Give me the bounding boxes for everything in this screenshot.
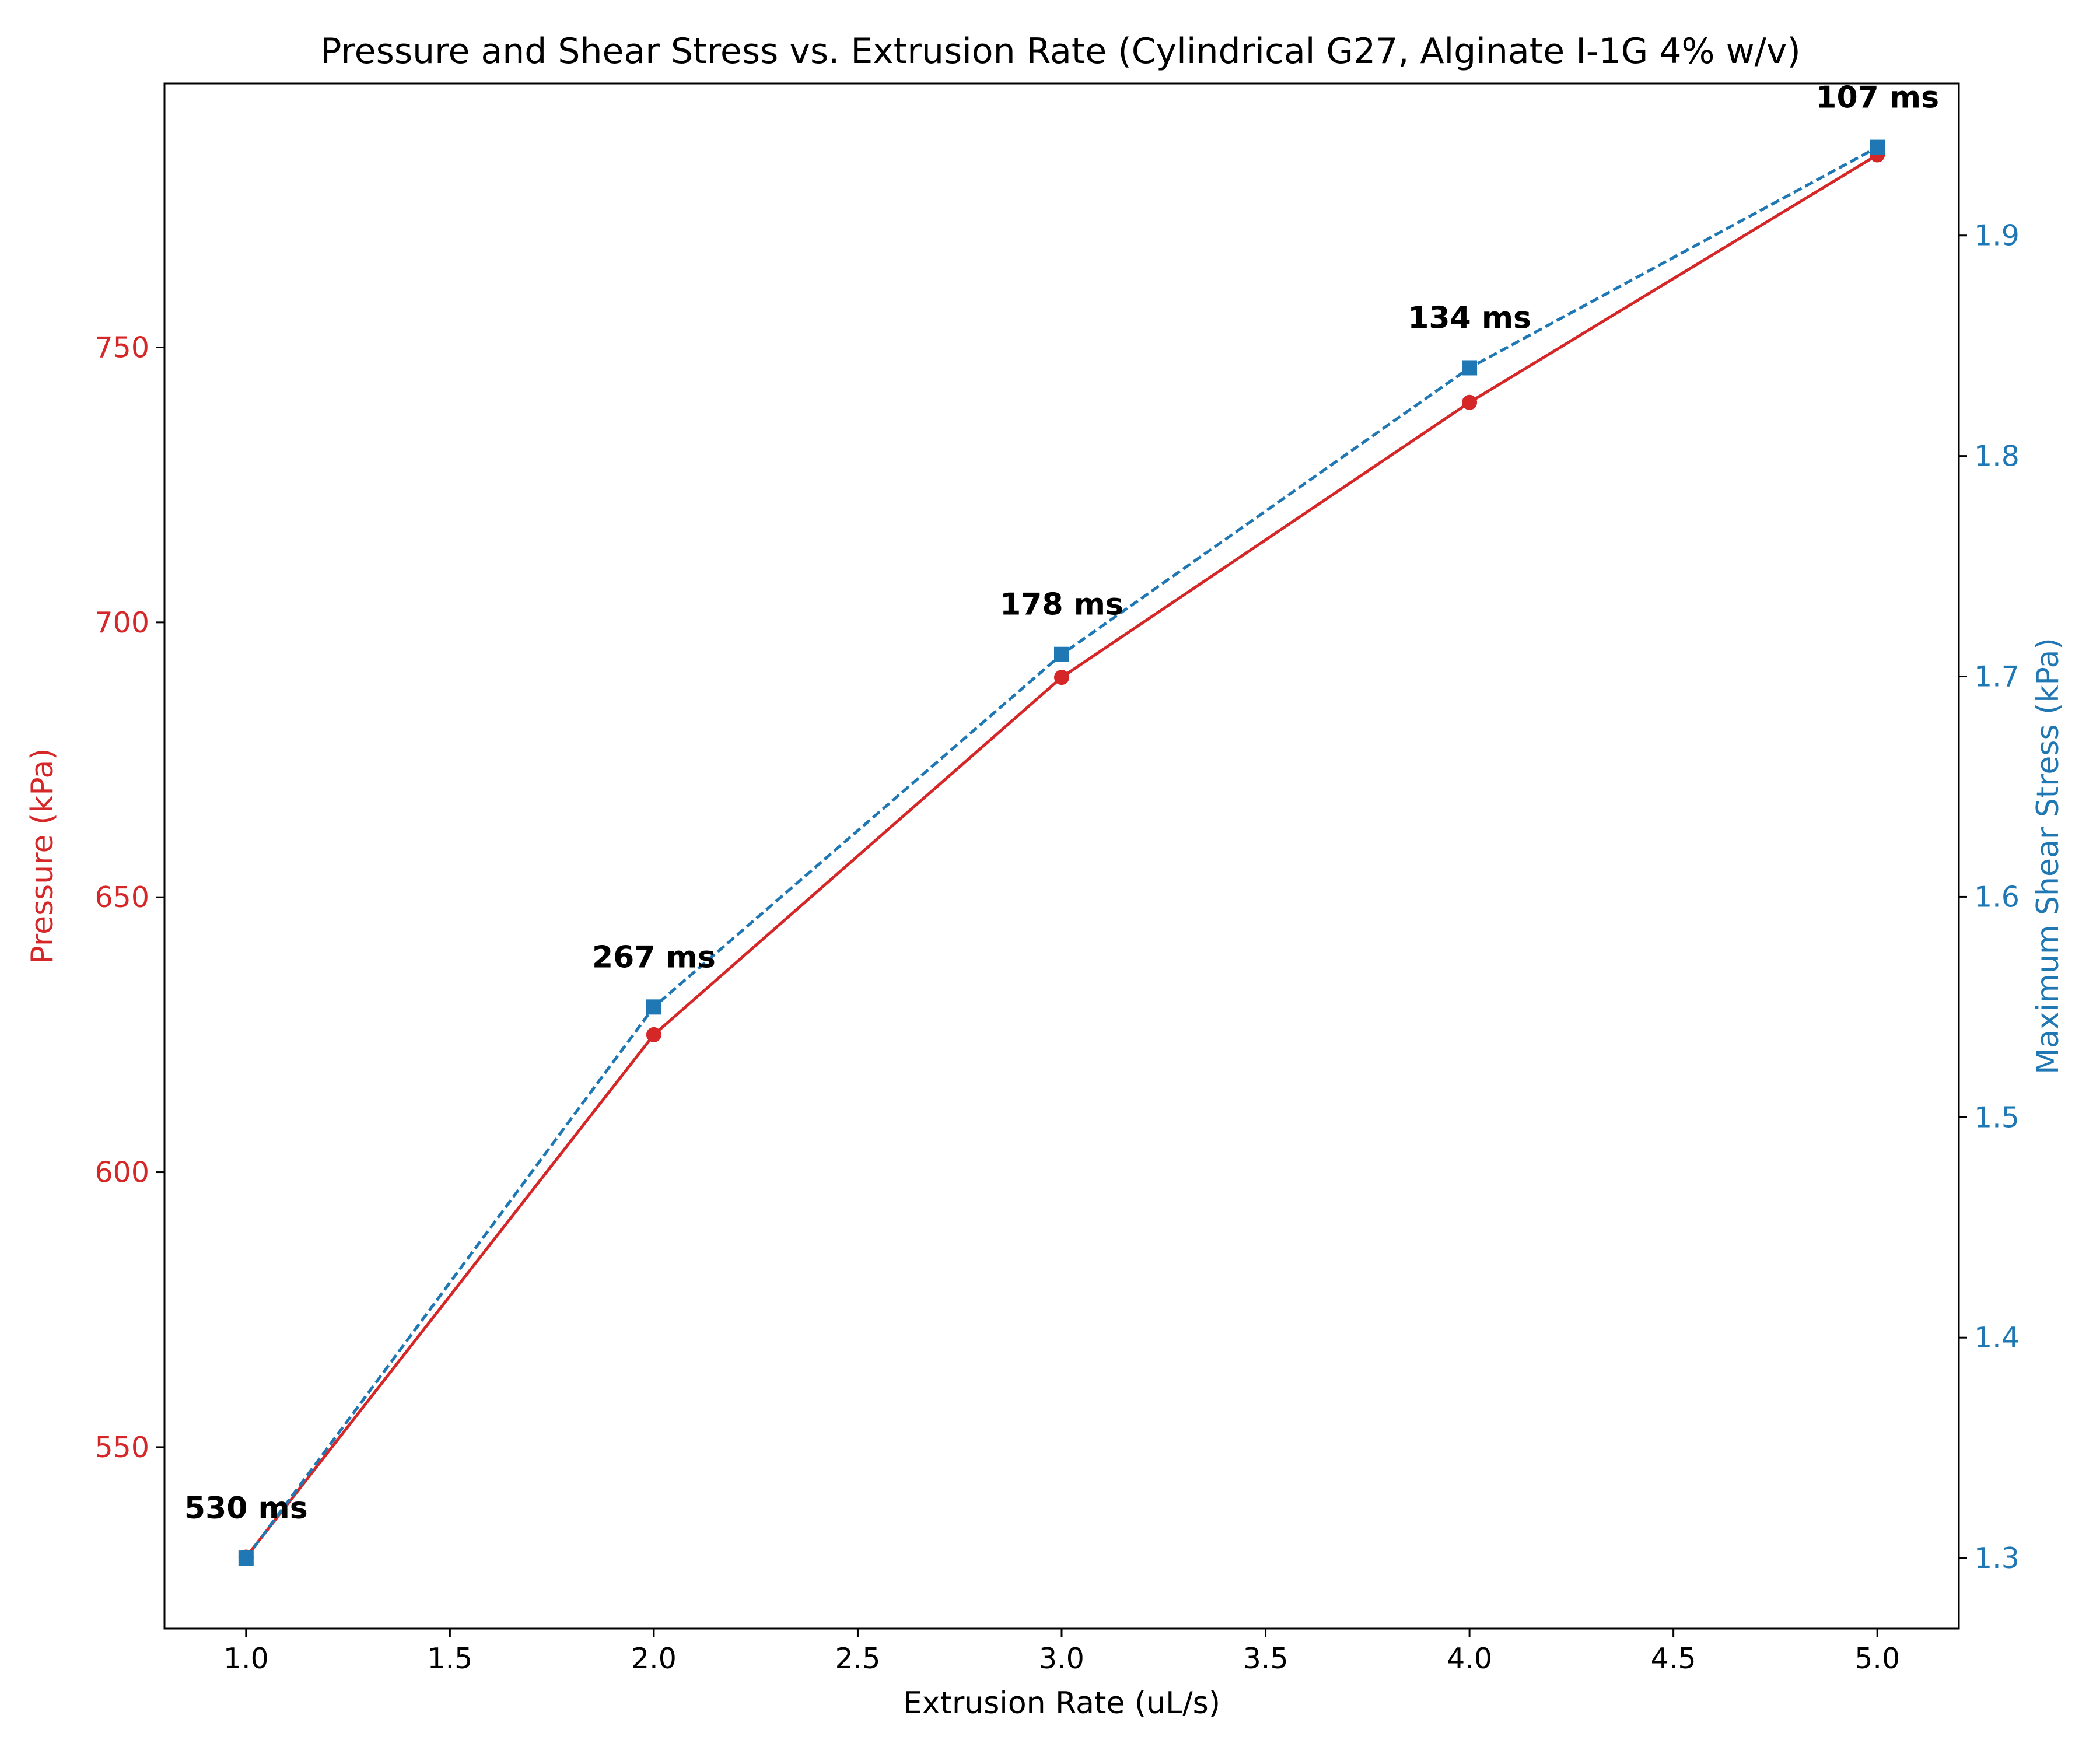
- x-tick-label: 3.0: [1039, 1642, 1084, 1675]
- series-2-point: [1054, 646, 1069, 662]
- x-axis-label: Extrusion Rate (uL/s): [903, 1686, 1220, 1721]
- y-right-tick-label: 1.9: [1974, 219, 2020, 253]
- series-2-point: [646, 999, 662, 1015]
- y-left-tick-label: 750: [94, 331, 149, 364]
- y-right-tick-label: 1.6: [1974, 880, 2020, 914]
- y-right-tick-label: 1.7: [1974, 660, 2020, 694]
- series-1-point: [646, 1027, 662, 1042]
- series-2-point: [1870, 139, 1885, 155]
- y-axis-left: 550 600 650 700 750: [94, 331, 164, 1464]
- x-tick-label: 5.0: [1854, 1642, 1900, 1675]
- y-axis-right-label: Maximum Shear Stress (kPa): [2031, 638, 2066, 1074]
- point-annotation: 178 ms: [1000, 587, 1124, 622]
- y-right-tick-label: 1.5: [1974, 1101, 2020, 1134]
- x-tick-label: 4.5: [1651, 1642, 1696, 1675]
- x-tick-label: 1.0: [223, 1642, 269, 1675]
- point-annotation: 134 ms: [1408, 300, 1531, 335]
- y-right-tick-label: 1.4: [1974, 1321, 2020, 1354]
- chart-title: Pressure and Shear Stress vs. Extrusion …: [320, 31, 1801, 72]
- x-tick-label: 2.0: [631, 1642, 677, 1675]
- y-axis-left-label: Pressure (kPa): [25, 748, 60, 964]
- plot-area: 530 ms 267 ms 178 ms 134 ms 107 ms: [184, 80, 1939, 1566]
- y-left-tick-label: 550: [94, 1431, 149, 1464]
- y-left-tick-label: 600: [94, 1156, 149, 1189]
- point-annotation: 267 ms: [592, 940, 716, 975]
- series-1-point: [1054, 670, 1069, 685]
- y-left-tick-label: 700: [94, 606, 149, 639]
- point-annotation: 530 ms: [184, 1491, 308, 1526]
- y-axis-right: 1.3 1.4 1.5 1.6 1.7 1.8 1.9: [1959, 219, 2020, 1575]
- x-tick-label: 1.5: [427, 1642, 473, 1675]
- point-annotation: 107 ms: [1815, 80, 1939, 116]
- x-tick-label: 3.5: [1243, 1642, 1289, 1675]
- x-axis: 1.0 1.5 2.0 2.5 3.0 3.5 4.0 4.5 5.0: [223, 1629, 1900, 1675]
- y-right-tick-label: 1.8: [1974, 440, 2020, 473]
- x-tick-label: 2.5: [835, 1642, 880, 1675]
- y-right-tick-label: 1.3: [1974, 1542, 2020, 1575]
- series-2-point: [1462, 360, 1478, 376]
- series-2-point: [238, 1550, 254, 1566]
- series-1-point: [1462, 394, 1478, 410]
- x-tick-label: 4.0: [1447, 1642, 1492, 1675]
- y-left-tick-label: 650: [94, 881, 149, 914]
